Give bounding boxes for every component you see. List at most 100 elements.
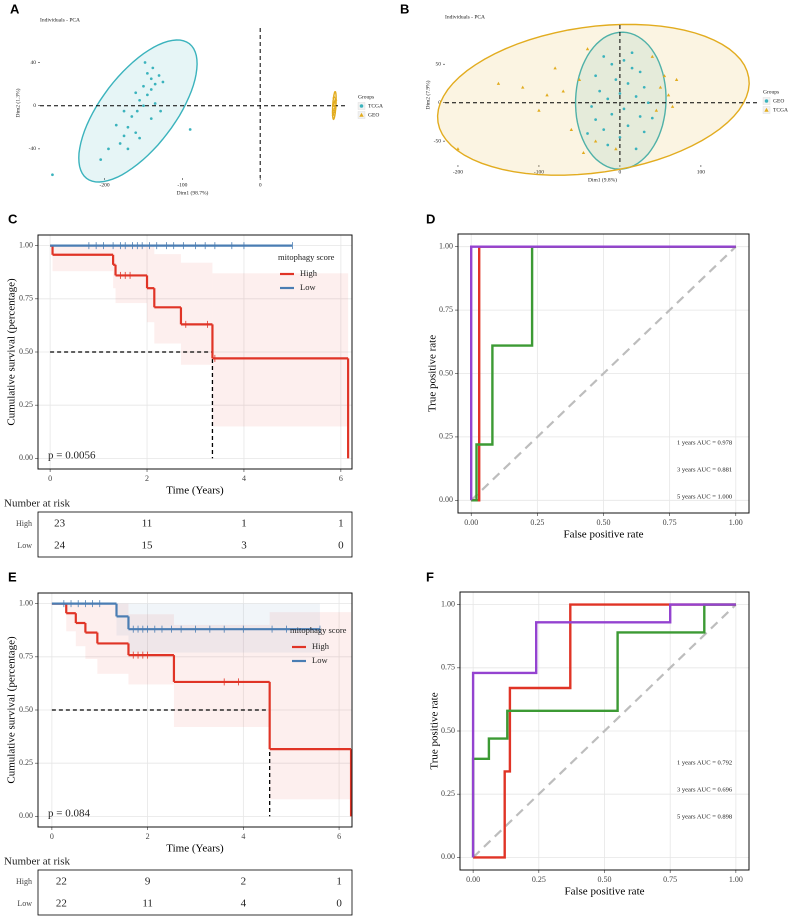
confidence-band: [66, 603, 76, 632]
risk-count: 24: [54, 540, 66, 552]
x-axis-label: Time (Years): [166, 485, 224, 497]
data-point: [153, 82, 157, 86]
legend-label: Low: [312, 655, 328, 665]
x-tick-label: 2: [146, 832, 150, 841]
y-axis-label: Dim2 (7.9%): [424, 80, 431, 109]
risk-box: [37, 511, 353, 558]
risk-count: 15: [142, 540, 154, 552]
y-tick-label: -40: [29, 146, 37, 152]
data-point: [149, 88, 153, 91]
p-value: p = 0.0056: [48, 450, 96, 462]
risk-count: 23: [54, 518, 66, 530]
data-point: [642, 130, 646, 134]
auc-label: 3 years AUC = 0.881: [677, 466, 732, 473]
x-axis-label: Dim1 (98.7%): [177, 189, 209, 196]
legend-title: Groups: [763, 89, 779, 95]
data-point: [134, 131, 138, 135]
y-tick-label: 0.25: [19, 758, 33, 767]
data-point: [142, 104, 145, 108]
plot-frame: [459, 591, 750, 871]
auc-label: 5 years AUC = 0.898: [677, 813, 732, 820]
roc-curve: [470, 245, 736, 501]
confidence-band: [154, 254, 181, 344]
data-point: [332, 95, 336, 99]
y-tick-label: 0.00: [439, 495, 453, 504]
panel-letter: B: [400, 1, 409, 16]
auc-label: 5 years AUC = 1.000: [677, 493, 732, 500]
risk-row-name: Low: [17, 541, 32, 550]
x-tick-label: 1.00: [729, 875, 743, 884]
y-tick-label: -50: [434, 138, 442, 144]
y-tick-label: 1.00: [19, 240, 33, 249]
data-point: [606, 143, 610, 147]
confidence-band: [147, 245, 155, 323]
panel-letter: F: [426, 569, 434, 584]
panel-letter: A: [10, 1, 20, 16]
y-tick-label: 1.00: [19, 598, 33, 607]
data-point: [622, 107, 626, 111]
data-point: [581, 150, 586, 155]
data-point: [638, 115, 642, 118]
data-point: [610, 62, 614, 66]
data-point: [553, 66, 557, 70]
y-tick-label: 0.75: [19, 652, 33, 661]
x-axis-label: False positive rate: [563, 529, 643, 541]
x-tick-label: 0.75: [663, 875, 677, 884]
risk-count: 11: [142, 518, 153, 530]
panel-letter: C: [8, 211, 18, 226]
y-axis-label: Cumulative survival (percentage): [6, 636, 18, 784]
data-point: [590, 105, 593, 108]
x-tick-label: 0.75: [663, 518, 677, 527]
data-point: [666, 93, 671, 97]
chart-title: Individuals - PCA: [445, 14, 485, 20]
risk-count: 1: [336, 876, 342, 888]
y-tick-label: 0.50: [441, 726, 455, 735]
confidence-band: [85, 603, 98, 659]
roc-curve: [473, 603, 736, 859]
x-tick-label: 0: [619, 169, 622, 175]
x-tick-label: 6: [339, 474, 343, 483]
data-point: [626, 124, 630, 128]
data-point: [569, 127, 574, 131]
risk-row-name: Low: [17, 899, 32, 908]
x-tick-label: -200: [453, 169, 463, 175]
x-tick-label: -100: [177, 182, 187, 188]
legend-marker: [359, 112, 364, 117]
y-tick-label: 0.75: [441, 663, 455, 672]
data-point: [146, 93, 149, 97]
data-point: [674, 77, 679, 81]
y-tick-label: 0: [33, 103, 36, 109]
confidence-band: [116, 603, 129, 636]
legend-label: Low: [300, 282, 316, 292]
data-point: [138, 136, 141, 140]
y-axis-label: Cumulative survival (percentage): [6, 278, 18, 426]
x-tick-label: 1.00: [729, 518, 743, 527]
roc-curve: [471, 245, 736, 502]
y-axis-label: True positive rate: [429, 692, 441, 769]
confidence-band: [269, 612, 352, 800]
confidence-band: [52, 245, 114, 272]
data-point: [151, 66, 155, 70]
x-tick-label: 0: [48, 474, 52, 483]
risk-title: Number at risk: [4, 498, 70, 510]
data-point: [149, 77, 153, 81]
data-point: [626, 82, 630, 85]
risk-count: 1: [241, 518, 247, 530]
data-point: [630, 66, 634, 70]
legend-marker: [359, 104, 364, 108]
data-point: [143, 61, 147, 64]
risk-count: 0: [338, 540, 344, 552]
data-point: [561, 89, 565, 93]
roc-curve: [471, 603, 736, 858]
data-point: [638, 70, 642, 74]
data-point: [594, 118, 597, 121]
legend-title: mitophagy score: [278, 252, 335, 262]
y-tick-label: 50: [436, 61, 442, 67]
data-point: [332, 110, 336, 114]
x-tick-label: 0.50: [598, 875, 612, 884]
risk-count: 3: [241, 540, 247, 552]
data-point: [114, 123, 118, 127]
risk-count: 11: [142, 898, 153, 910]
data-point: [610, 112, 614, 116]
